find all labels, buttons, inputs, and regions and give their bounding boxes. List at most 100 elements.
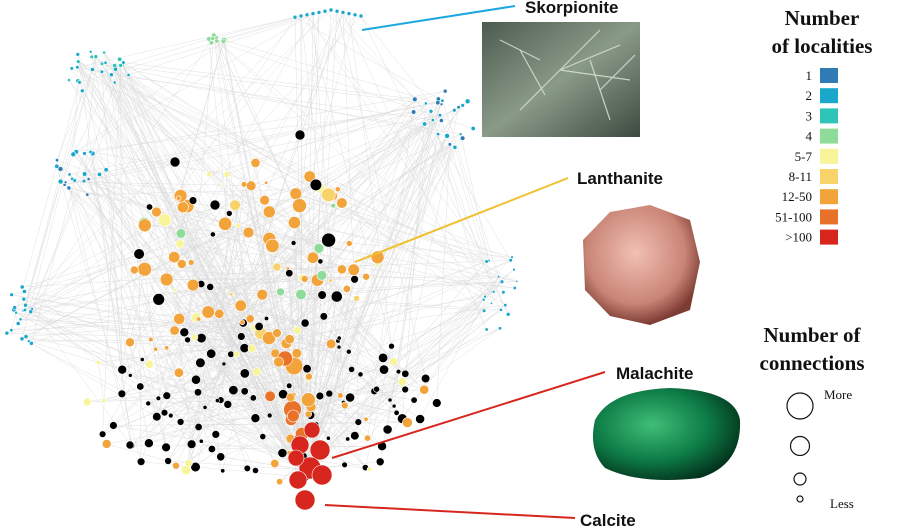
edge xyxy=(90,151,131,376)
node xyxy=(306,251,319,264)
node xyxy=(305,372,313,381)
node xyxy=(121,60,126,65)
edge xyxy=(144,11,326,224)
edge xyxy=(212,234,306,471)
node xyxy=(175,228,186,239)
node xyxy=(264,390,276,402)
node xyxy=(444,133,450,139)
node xyxy=(387,397,393,403)
node xyxy=(144,438,154,449)
node xyxy=(247,344,257,353)
node xyxy=(270,458,280,468)
edge xyxy=(336,11,448,137)
edge xyxy=(113,425,370,470)
node xyxy=(300,318,310,328)
edge xyxy=(358,421,383,447)
edge xyxy=(144,269,167,448)
edge xyxy=(79,12,320,83)
node xyxy=(97,171,103,177)
legend-swatch xyxy=(820,148,838,164)
edge xyxy=(101,63,306,471)
node xyxy=(501,290,506,295)
node xyxy=(348,365,355,373)
edge xyxy=(22,264,378,288)
edge xyxy=(262,98,416,295)
legend-swatch xyxy=(820,128,838,144)
edge xyxy=(175,304,506,466)
edge xyxy=(304,147,456,471)
node xyxy=(21,296,27,302)
node xyxy=(259,195,270,206)
node xyxy=(145,400,151,407)
node xyxy=(289,187,302,200)
edge xyxy=(65,182,199,428)
node xyxy=(334,186,341,193)
node xyxy=(411,109,417,115)
node xyxy=(239,368,250,379)
node xyxy=(206,171,212,177)
node xyxy=(188,259,195,266)
edge xyxy=(304,257,513,471)
node xyxy=(173,189,188,203)
edge xyxy=(18,225,145,324)
edge xyxy=(25,318,251,337)
node xyxy=(336,335,342,341)
node xyxy=(389,357,398,367)
node xyxy=(28,309,34,315)
edge xyxy=(182,207,290,340)
legend-title: Number of xyxy=(763,323,861,347)
legend-label: >100 xyxy=(785,230,812,245)
edge xyxy=(316,111,414,425)
edge xyxy=(11,232,249,295)
node xyxy=(184,459,193,468)
node xyxy=(397,377,407,387)
node xyxy=(508,258,513,263)
node xyxy=(484,259,489,264)
edge xyxy=(31,299,159,344)
edge xyxy=(77,54,167,448)
edge xyxy=(31,308,131,376)
edge xyxy=(179,318,306,471)
node xyxy=(125,337,135,348)
legend-swatch xyxy=(820,108,838,124)
edges xyxy=(6,9,517,486)
edge xyxy=(304,102,438,471)
edge xyxy=(237,225,355,280)
node xyxy=(214,38,220,44)
node xyxy=(173,367,184,378)
node xyxy=(173,312,186,325)
node xyxy=(109,72,114,77)
node xyxy=(210,36,216,41)
edge xyxy=(73,154,244,324)
edge xyxy=(25,305,306,471)
edge xyxy=(128,11,326,76)
node xyxy=(304,12,310,18)
edge xyxy=(30,74,129,312)
node xyxy=(80,88,85,94)
node xyxy=(321,232,336,248)
node xyxy=(510,255,514,259)
node xyxy=(484,327,489,332)
edge xyxy=(460,134,490,261)
node xyxy=(113,66,118,72)
node xyxy=(81,171,88,177)
edge xyxy=(83,180,487,262)
edge xyxy=(76,151,305,478)
node xyxy=(262,205,276,219)
edge xyxy=(226,90,446,175)
edge xyxy=(114,65,426,104)
node xyxy=(345,240,353,247)
edge xyxy=(129,342,150,444)
node xyxy=(439,102,444,107)
edge xyxy=(114,82,224,185)
node xyxy=(294,489,316,511)
node xyxy=(223,400,233,409)
edge xyxy=(265,182,384,359)
node xyxy=(330,203,336,209)
leader-lines xyxy=(324,5,606,519)
size-circle xyxy=(793,472,807,486)
node xyxy=(319,312,328,321)
node xyxy=(162,391,172,400)
node xyxy=(491,289,496,294)
edge xyxy=(304,310,485,471)
